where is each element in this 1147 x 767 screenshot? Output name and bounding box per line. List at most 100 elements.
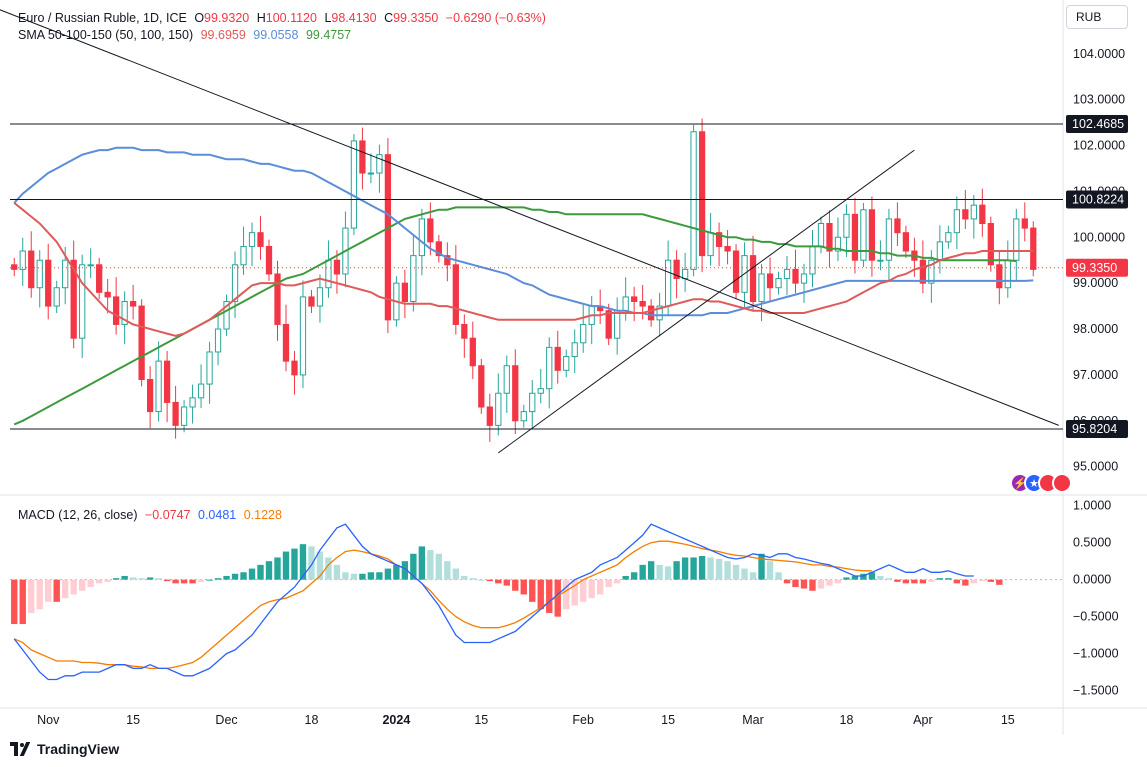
flag-icon[interactable] [1052,473,1072,493]
candle-body [104,291,111,298]
candle-body [979,204,986,225]
macd-histogram-bar [359,573,366,580]
macd-histogram-bar [630,572,638,580]
macd-histogram-bar [129,577,137,580]
macd-signal-line [13,540,872,670]
candle-body [563,356,570,371]
candle-body [427,218,434,243]
macd-histogram-bar [809,579,816,591]
price-tick-label: 95.0000 [1073,460,1118,474]
macd-histogram-bar [240,572,247,580]
time-tick-label: 2024 [382,713,410,727]
candle-body [894,218,901,234]
open-value: 99.9320 [204,11,250,25]
candle-body [698,131,706,257]
close-value: 99.3350 [393,11,439,25]
event-icons[interactable]: ⚡ ★ [1010,473,1072,493]
candle-body [62,259,69,289]
macd-histogram-bar [851,575,859,580]
price-tick-label: 103.0000 [1073,93,1125,107]
level-tag [1066,190,1128,209]
macd-histogram-bar [571,579,578,606]
macd-histogram-bar [902,579,910,584]
macd-histogram-bar [45,579,52,602]
macd-histogram-bar [11,579,18,625]
time-tick-label: 15 [1001,713,1015,727]
candle-body [1013,218,1020,261]
candle-body [605,310,612,339]
candle-body [843,213,850,238]
candle-body [690,131,697,270]
macd-histogram-bar [299,544,307,580]
macd-histogram-bar [698,555,706,580]
macd-histogram-bar [529,579,536,602]
candle-body [1030,227,1037,270]
macd-tick-label: −0.5000 [1073,610,1119,624]
candle-body [826,223,833,252]
candle-body [53,287,60,307]
candle-body [851,213,859,261]
candle-body [197,383,205,399]
macd-histogram-bar [112,578,120,580]
macd-histogram-bar [622,575,629,580]
candle-body [316,287,324,307]
macd-histogram-bar [342,572,349,580]
macd-histogram-bar [512,579,519,591]
candle-body [919,259,927,284]
macd-histogram-bar [393,564,400,580]
candle-body [962,209,969,220]
candle-body [231,264,239,302]
macd-histogram-bar [308,546,315,580]
candle-body [486,406,493,426]
candle-body [749,255,757,302]
macd-histogram-bar [36,579,43,610]
macd-histogram-bar [715,558,723,580]
macd-histogram-bar [597,579,604,595]
macd-histogram-bar [214,578,222,580]
macd-histogram-bar [486,579,493,582]
candle-body [299,296,307,376]
candle-body [834,236,842,252]
macd-histogram-bar [282,551,290,580]
candle-body [792,268,799,284]
candle-body [877,259,884,262]
macd-histogram-bar [469,578,476,580]
level-tag-label: 100.8224 [1072,193,1124,207]
macd-histogram-bar [418,546,426,580]
uptrend-trendline [497,149,915,454]
macd-histogram-bar [800,579,808,589]
sma100-line [13,146,1034,317]
macd-histogram-bar [231,573,239,580]
candle-body [45,259,52,307]
macd-histogram-bar [19,579,26,625]
candle-body [800,273,808,284]
drawn-lines [0,9,1063,454]
macd-tick-label: 1.0000 [1073,499,1111,513]
time-tick-label: 18 [840,713,854,727]
macd-histogram-bar [868,572,876,580]
candle-body [495,392,502,426]
candle-body [240,245,247,266]
macd-histogram-bar [588,579,595,599]
candle-body [936,241,943,261]
candle-body [945,232,952,243]
candle-body [520,411,527,422]
candle-body [614,310,621,339]
macd-histogram-bar [87,579,94,588]
time-tick-label: Apr [913,713,932,727]
candles [11,118,1037,442]
macd-histogram-bar [53,579,60,602]
sma-legend: SMA 50-100-150 (50, 100, 150) 99.6959 99… [18,28,355,42]
currency-selector[interactable]: RUB [1066,5,1128,29]
macd-histogram-bar [146,577,154,580]
macd-histogram-bar [894,579,901,582]
ohlc-legend: Euro / Russian Ruble, 1D, ICE O99.9320 H… [18,11,550,25]
candle-body [902,232,910,252]
macd-histogram-bar [155,578,162,580]
candle-body [571,342,578,358]
price-tick-label: 104.0000 [1073,47,1125,61]
candle-body [146,378,154,413]
macd-histogram-bar [928,579,935,582]
macd-histogram-bar [62,579,69,599]
